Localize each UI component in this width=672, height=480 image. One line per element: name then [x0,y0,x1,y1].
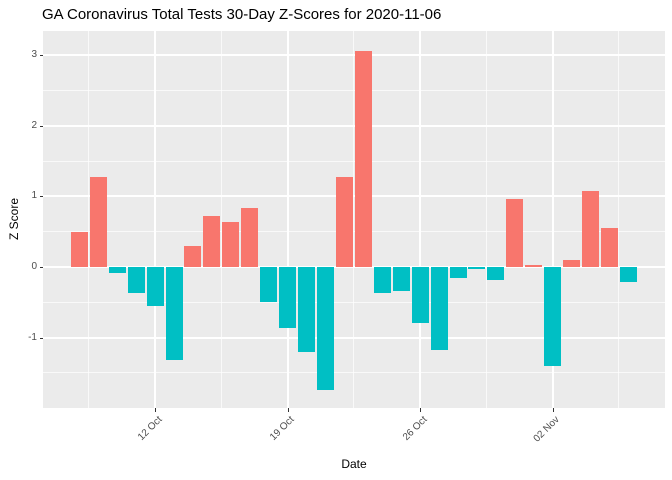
bar-2020-11-01 [525,264,543,267]
bar-2020-10-26 [411,267,429,323]
y-tick-label: 2 [31,119,37,131]
major-gridline-x [286,31,289,408]
plot-panel [43,31,665,408]
major-gridline-y [43,54,665,57]
minor-gridline-x [618,31,620,408]
bar-2020-10-21 [316,267,334,390]
bar-2020-10-27 [430,267,448,350]
bar-2020-10-19 [279,267,297,329]
y-tick-mark [40,337,43,339]
bar-2020-10-20 [298,267,316,352]
bar-2020-11-05 [600,228,618,267]
bar-2020-10-12 [146,267,164,306]
x-tick-label: 26 Oct [400,414,430,443]
y-tick-label: -1 [28,331,37,343]
chart-title: GA Coronavirus Total Tests 30-Day Z-Scor… [42,6,442,23]
x-tick-label: 12 Oct [135,414,165,443]
y-tick-mark [40,267,43,268]
x-tick-mark [420,408,422,412]
bar-2020-10-29 [468,267,486,270]
bar-2020-10-23 [354,50,372,267]
bar-2020-11-03 [563,259,581,267]
y-tick-label: 1 [31,190,37,202]
bar-2020-10-18 [260,267,278,303]
major-gridline-y [43,266,665,268]
x-tick-mark [552,408,554,412]
major-gridline-y [43,195,665,198]
major-gridline-y [43,124,665,127]
bar-2020-10-09 [89,176,107,267]
bar-2020-10-16 [222,221,240,267]
bar-2020-10-25 [392,267,410,291]
y-tick-label: 3 [31,49,37,61]
bar-2020-10-13 [165,267,183,361]
x-tick-mark [155,408,157,412]
y-axis-title: Z Score [7,197,21,241]
bar-2020-10-30 [487,267,505,280]
bar-2020-10-17 [241,208,259,267]
major-gridline-y [43,336,665,339]
bar-2020-11-06 [619,267,637,282]
bar-2020-10-08 [70,231,88,267]
bar-2020-11-04 [582,190,599,267]
y-tick-mark [40,55,43,57]
x-axis-title: Date [341,457,367,471]
minor-gridline-x [88,31,90,408]
major-gridline-x [154,31,157,408]
x-tick-label: 02 Nov [531,414,562,445]
bar-2020-10-24 [373,267,391,294]
bar-2020-10-15 [203,216,221,267]
bar-2020-10-31 [506,198,524,267]
minor-gridline-x [353,31,355,408]
bar-2020-10-14 [184,245,202,267]
x-tick-label: 19 Oct [268,414,297,443]
minor-gridline-x [485,31,487,408]
x-tick-mark [287,408,289,412]
minor-gridline-x [220,31,222,408]
bar-2020-11-02 [544,267,562,366]
major-gridline-x [419,31,422,408]
bar-2020-10-11 [127,267,145,294]
bar-2020-10-22 [335,176,353,267]
bar-2020-10-10 [108,267,126,274]
y-tick-mark [40,125,43,127]
major-gridline-x [551,31,554,408]
y-tick-mark [40,196,43,198]
y-tick-label: 0 [31,261,37,272]
bar-2020-10-28 [449,267,467,279]
